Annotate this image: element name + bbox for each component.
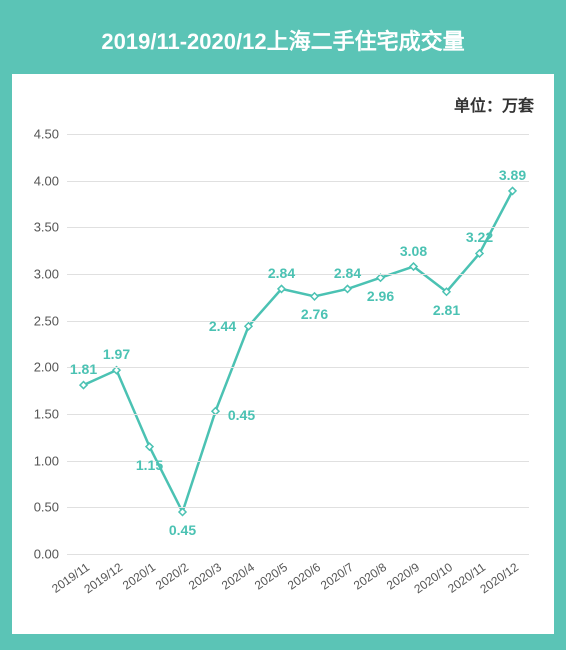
data-label: 2.44 bbox=[209, 318, 236, 334]
data-label: 2.84 bbox=[268, 265, 295, 281]
x-tick-label: 2020/5 bbox=[251, 560, 289, 593]
data-label: 3.08 bbox=[400, 243, 427, 259]
x-tick-label: 2020/1 bbox=[119, 560, 157, 593]
data-label: 2.76 bbox=[301, 306, 328, 322]
data-label: 1.15 bbox=[136, 457, 163, 473]
data-label: 0.45 bbox=[169, 522, 196, 538]
gridline bbox=[67, 367, 529, 368]
data-marker bbox=[311, 293, 318, 300]
gridline bbox=[67, 181, 529, 182]
chart-panel: 单位：万套 0.000.501.001.502.002.503.003.504.… bbox=[12, 74, 554, 634]
plot-area: 0.000.501.001.502.002.503.003.504.004.50… bbox=[67, 134, 529, 554]
x-tick-label: 2020/2 bbox=[152, 560, 190, 593]
gridline bbox=[67, 554, 529, 555]
chart-title: 2019/11-2020/12上海二手住宅成交量 bbox=[12, 12, 554, 74]
data-label: 3.22 bbox=[466, 229, 493, 245]
data-label: 0.45 bbox=[228, 407, 255, 423]
gridline bbox=[67, 134, 529, 135]
data-label: 2.81 bbox=[433, 302, 460, 318]
y-tick-label: 0.00 bbox=[34, 547, 67, 562]
gridline bbox=[67, 321, 529, 322]
y-tick-label: 2.50 bbox=[34, 313, 67, 328]
y-tick-label: 2.00 bbox=[34, 360, 67, 375]
x-tick-label: 2020/8 bbox=[350, 560, 388, 593]
x-tick-label: 2020/3 bbox=[185, 560, 223, 593]
line-chart-svg bbox=[67, 134, 529, 554]
y-tick-label: 3.00 bbox=[34, 267, 67, 282]
y-tick-label: 1.50 bbox=[34, 407, 67, 422]
x-tick-label: 2020/6 bbox=[284, 560, 322, 593]
data-label: 1.97 bbox=[103, 346, 130, 362]
gridline bbox=[67, 507, 529, 508]
data-label: 1.81 bbox=[70, 361, 97, 377]
y-tick-label: 3.50 bbox=[34, 220, 67, 235]
x-tick-label: 2020/7 bbox=[317, 560, 355, 593]
x-tick-label: 2020/4 bbox=[218, 560, 256, 593]
data-label: 3.89 bbox=[499, 167, 526, 183]
chart-container: 2019/11-2020/12上海二手住宅成交量 单位：万套 0.000.501… bbox=[0, 0, 566, 650]
gridline bbox=[67, 227, 529, 228]
data-label: 2.96 bbox=[367, 288, 394, 304]
gridline bbox=[67, 414, 529, 415]
data-marker bbox=[344, 285, 351, 292]
data-label: 2.84 bbox=[334, 265, 361, 281]
y-tick-label: 0.50 bbox=[34, 500, 67, 515]
data-marker bbox=[377, 274, 384, 281]
gridline bbox=[67, 274, 529, 275]
y-tick-label: 4.50 bbox=[34, 127, 67, 142]
y-tick-label: 4.00 bbox=[34, 173, 67, 188]
unit-label: 单位：万套 bbox=[454, 92, 534, 116]
y-tick-label: 1.00 bbox=[34, 453, 67, 468]
